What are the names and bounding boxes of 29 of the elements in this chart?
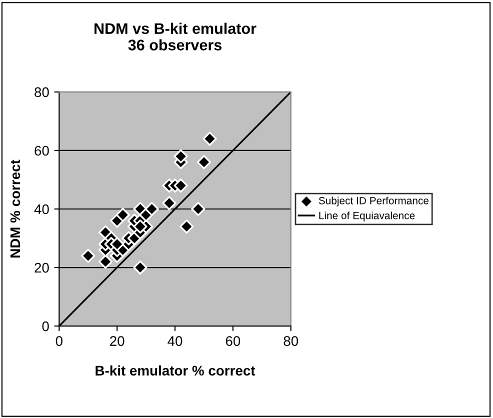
point bbox=[133, 220, 148, 234]
point bbox=[174, 178, 188, 193]
y-tick-label: 40 bbox=[34, 204, 49, 214]
point bbox=[98, 254, 113, 269]
y-tick-label: 60 bbox=[34, 146, 49, 156]
y-tick-label: 0 bbox=[42, 321, 49, 332]
point bbox=[202, 132, 217, 146]
y-axis-title: NDM % correct bbox=[10, 160, 20, 258]
x-axis-title: B-kit emulator % correct bbox=[96, 365, 256, 376]
y-tick-label: 20 bbox=[34, 262, 49, 273]
point bbox=[144, 202, 159, 216]
legend-label: Line of Equiavalence bbox=[319, 212, 415, 222]
chart-title: NDM vs B-kit emulator 36 observers bbox=[94, 22, 256, 50]
point bbox=[116, 208, 130, 222]
x-tick-label: 80 bbox=[284, 336, 298, 346]
x-tick-label: 40 bbox=[168, 336, 182, 346]
x-tick-label: 60 bbox=[226, 336, 240, 346]
point bbox=[174, 149, 188, 164]
point bbox=[133, 260, 148, 275]
point bbox=[191, 202, 206, 216]
point bbox=[196, 155, 212, 170]
point bbox=[162, 196, 176, 210]
point bbox=[81, 248, 96, 263]
point bbox=[180, 220, 194, 234]
point bbox=[110, 237, 124, 252]
x-tick-label: 20 bbox=[110, 336, 124, 346]
x-tick-label: 0 bbox=[56, 336, 62, 346]
legend-label: Subject ID Performance bbox=[318, 196, 429, 206]
y-tick-label: 80 bbox=[34, 87, 49, 98]
